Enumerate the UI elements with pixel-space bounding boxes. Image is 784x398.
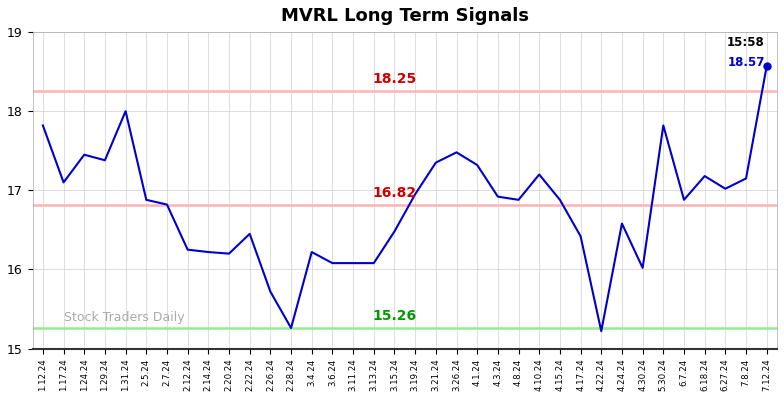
Text: 18.25: 18.25: [372, 72, 416, 86]
Text: 16.82: 16.82: [372, 185, 416, 200]
Title: MVRL Long Term Signals: MVRL Long Term Signals: [281, 7, 528, 25]
Text: Stock Traders Daily: Stock Traders Daily: [64, 311, 184, 324]
Text: 15.26: 15.26: [372, 309, 416, 323]
Text: 15:58: 15:58: [727, 36, 764, 49]
Text: 18.57: 18.57: [728, 56, 764, 69]
